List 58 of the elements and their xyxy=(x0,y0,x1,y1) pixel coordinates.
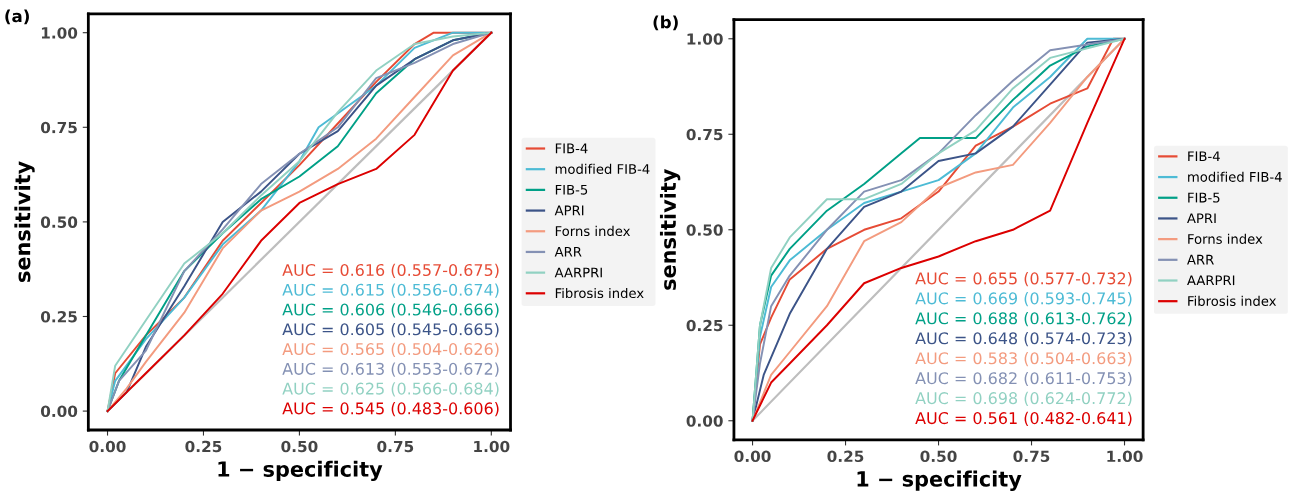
y-tick-label: 0.75 xyxy=(40,121,77,134)
annotation: AUC = 0.669 (0.593-0.745) xyxy=(915,292,1132,307)
annotation: AUC = 0.605 (0.545-0.665) xyxy=(282,323,499,338)
x-tick-label: 0.75 xyxy=(1013,450,1050,463)
legend-label: AARPRI xyxy=(1187,275,1235,286)
legend-label: modified FIB-4 xyxy=(555,163,650,174)
annotation: AUC = 0.606 (0.546-0.666) xyxy=(282,303,499,318)
x-tick-label: 0.25 xyxy=(185,440,222,453)
y-tick-label: 0.75 xyxy=(686,128,723,141)
legend-label: FIB-4 xyxy=(1188,151,1220,161)
x-tick-label: 0.00 xyxy=(89,440,126,453)
legend-label: ARR xyxy=(1187,254,1214,265)
annotation: AUC = 0.583 (0.504-0.663) xyxy=(915,351,1132,367)
y-tick-label: 0.00 xyxy=(40,405,78,418)
y-tick-label: 1.00 xyxy=(41,27,78,39)
legend-label: FIB-5 xyxy=(1188,192,1220,203)
x-tick-label: 1.00 xyxy=(474,440,510,453)
annotation: AUC = 0.561 (0.482-0.641) xyxy=(915,411,1132,427)
legend-label: APRI xyxy=(554,205,584,216)
annotation: AUC = 0.648 (0.574-0.723) xyxy=(915,331,1132,347)
x-tick-label: 0.50 xyxy=(281,440,318,453)
annotation: AUC = 0.565 (0.504-0.626) xyxy=(282,342,499,357)
legend-label: AARPRI xyxy=(554,267,602,278)
y-axis-title: sensitivity xyxy=(659,169,681,290)
x-tick-label: 0.25 xyxy=(827,450,864,463)
x-tick-label: 1.00 xyxy=(1107,450,1143,463)
y-tick-label: 0.25 xyxy=(686,319,723,332)
annotation: AUC = 0.616 (0.557-0.675) xyxy=(282,263,499,278)
legend-label: FIB-4 xyxy=(555,143,588,154)
y-tick-label: 0.25 xyxy=(40,310,77,323)
chart-title: (b) xyxy=(653,15,678,31)
y-tick-label: 0.00 xyxy=(686,415,723,427)
legend-label: Fibrosis index xyxy=(555,287,644,299)
annotation: AUC = 0.698 (0.624-0.772) xyxy=(915,391,1132,407)
annotation: AUC = 0.688 (0.613-0.762) xyxy=(915,312,1132,327)
annotation: AUC = 0.655 (0.577-0.732) xyxy=(915,272,1132,287)
annotation: AUC = 0.545 (0.483-0.606) xyxy=(282,402,499,417)
annotation: AUC = 0.615 (0.556-0.674) xyxy=(282,283,499,298)
y-tick-label: 1.00 xyxy=(687,33,723,45)
legend-label: Forns index xyxy=(1188,233,1263,244)
legend-label: FIB-5 xyxy=(555,184,588,195)
legend-label: Fibrosis index xyxy=(1188,295,1277,306)
legend-label: modified FIB-4 xyxy=(1188,171,1282,182)
annotation: AUC = 0.613 (0.553-0.672) xyxy=(282,362,499,377)
y-axis-title: sensitivity xyxy=(14,161,35,282)
y-tick-label: 0.50 xyxy=(40,216,78,228)
annotation: AUC = 0.682 (0.611-0.753) xyxy=(915,371,1132,387)
legend-label: Forns index xyxy=(555,225,631,237)
legend-label: ARR xyxy=(554,246,582,257)
legend-label: APRI xyxy=(1187,213,1216,224)
x-axis-title: 1 − specificity xyxy=(857,470,1022,491)
y-tick-label: 0.50 xyxy=(686,224,723,236)
x-tick-label: 0.00 xyxy=(734,450,771,463)
x-tick-label: 0.50 xyxy=(920,450,957,463)
x-tick-label: 0.75 xyxy=(377,440,414,453)
annotation: AUC = 0.625 (0.566-0.684) xyxy=(282,382,499,397)
chart-title: (a) xyxy=(5,9,29,25)
x-axis-title: 1 − specificity xyxy=(218,460,383,482)
